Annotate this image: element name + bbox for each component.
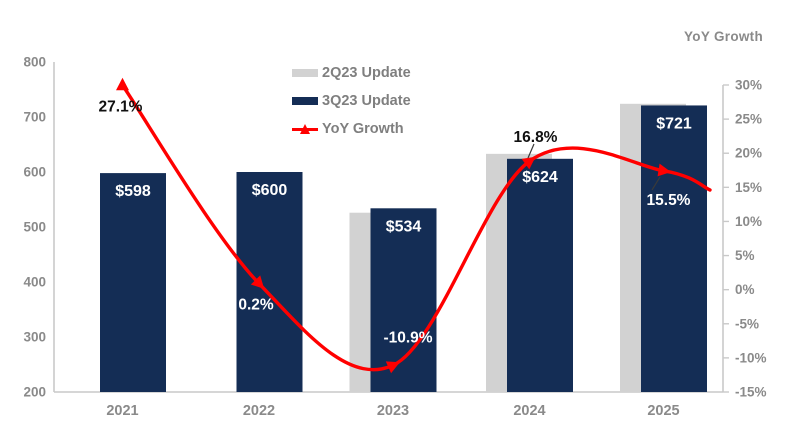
bar-value-label: $624 — [522, 169, 558, 186]
right-axis-title: YoY Growth — [684, 29, 764, 44]
bar-3q23 — [370, 208, 437, 392]
right-axis-tick-label: 30% — [735, 78, 762, 93]
x-axis-label: 2025 — [647, 403, 679, 419]
bar-value-label: $600 — [252, 182, 288, 199]
yoy-line — [120, 83, 712, 372]
x-axis-label: 2022 — [243, 403, 275, 419]
bar-3q23 — [641, 105, 707, 392]
legend-label: 2Q23 Update — [322, 65, 411, 81]
x-axis-label: 2023 — [377, 403, 409, 419]
legend-label: 3Q23 Update — [322, 93, 411, 109]
legend-label: YoY Growth — [322, 121, 404, 137]
red-line-swatch-icon — [292, 123, 318, 134]
legend: 2Q23 Update 3Q23 Update YoY Growth — [292, 59, 411, 143]
yoy-point-label: 0.2% — [238, 297, 274, 314]
right-axis-tick-label: -5% — [735, 316, 759, 331]
bar-3q23 — [507, 158, 573, 392]
bar-3q23 — [236, 172, 303, 392]
left-axis-tick-label: 300 — [23, 330, 46, 345]
yoy-marker — [657, 163, 671, 177]
label-leader-line — [527, 143, 535, 159]
right-axis-tick-label: 5% — [735, 248, 755, 263]
triangle-marker-icon — [300, 123, 310, 134]
label-leader-line — [651, 176, 661, 191]
right-axis-tick-label: 0% — [735, 282, 755, 297]
bar-3q23 — [100, 173, 166, 392]
yoy-point-label: 15.5% — [647, 192, 691, 209]
left-axis-tick-label: 500 — [23, 220, 46, 235]
gray-bar-swatch-icon — [292, 69, 318, 77]
bar-value-label: $598 — [115, 183, 151, 200]
left-axis-tick-label: 200 — [23, 385, 46, 400]
left-axis-tick-label: 600 — [23, 165, 46, 180]
x-axis-label: 2021 — [106, 403, 138, 419]
bar-value-label: $721 — [656, 115, 692, 132]
x-axis-label: 2024 — [513, 403, 545, 419]
yoy-marker — [250, 275, 265, 289]
yoy-marker — [116, 77, 129, 91]
yoy-point-label: -10.9% — [383, 329, 432, 346]
legend-item-3q23: 3Q23 Update — [292, 87, 411, 115]
yoy-marker — [521, 156, 536, 170]
left-axis-tick-label: 800 — [23, 55, 46, 70]
yoy-point-label: 16.8% — [514, 129, 558, 146]
right-axis-tick-label: -10% — [735, 350, 767, 365]
left-axis-tick-label: 700 — [23, 110, 46, 125]
right-axis-tick-label: 25% — [735, 112, 762, 127]
legend-item-2q23: 2Q23 Update — [292, 59, 411, 87]
yoy-marker — [385, 361, 400, 374]
navy-bar-swatch-icon — [292, 97, 318, 105]
right-axis-tick-label: 15% — [735, 180, 762, 195]
legend-item-yoy: YoY Growth — [292, 115, 411, 143]
left-axis-tick-label: 400 — [23, 275, 46, 290]
right-axis-tick-label: 10% — [735, 214, 762, 229]
yoy-point-label: 27.1% — [99, 98, 143, 115]
right-axis-tick-label: 20% — [735, 146, 762, 161]
bar-value-label: $534 — [386, 218, 422, 235]
right-axis-tick-label: -15% — [735, 385, 767, 400]
